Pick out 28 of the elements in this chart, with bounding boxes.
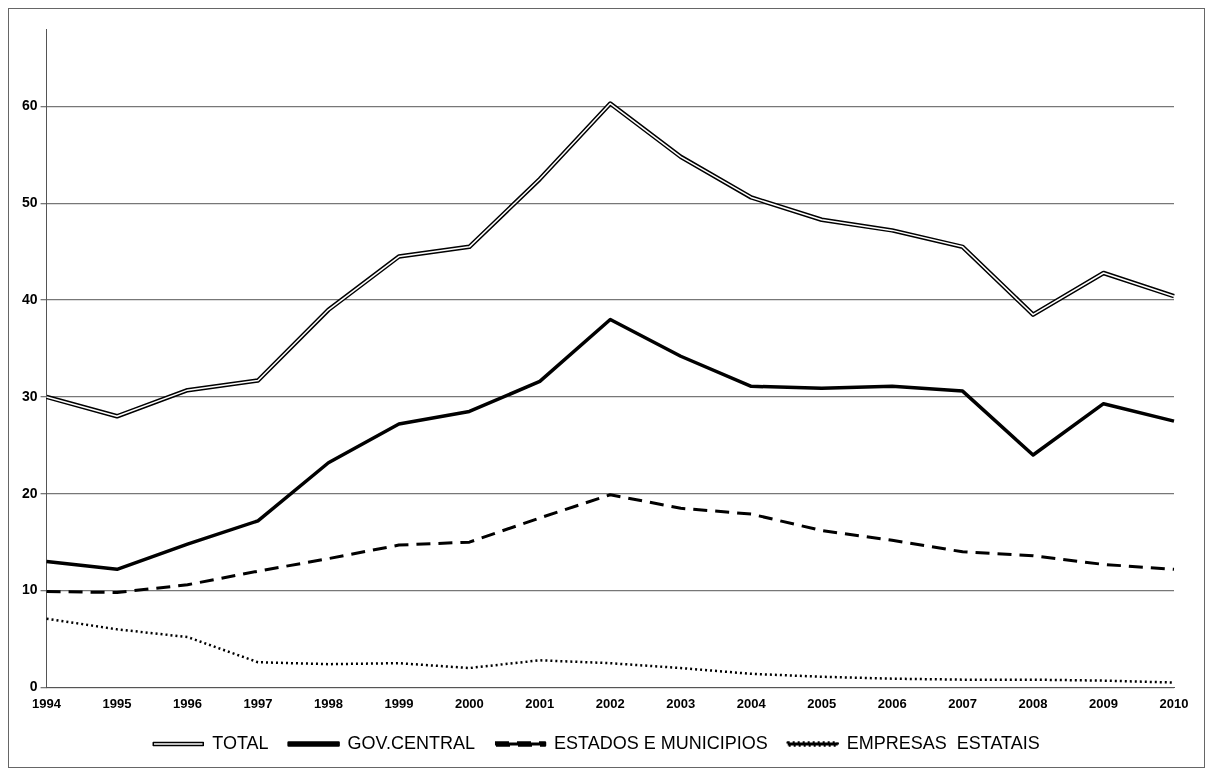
x-tick-label: 2000 [454, 695, 484, 711]
x-tick-label: 1996 [173, 695, 202, 711]
legend-label: GOV.CENTRAL [347, 732, 475, 753]
y-tick-label: 20 [21, 484, 38, 501]
x-tick-label: 2008 [1018, 695, 1048, 711]
y-tick-label: 30 [21, 387, 38, 404]
x-tick-label: 1995 [102, 695, 132, 711]
y-tick-label: 60 [21, 97, 38, 114]
legend-label: ESTADOS E MUNICIPIOS [553, 732, 768, 753]
legend-label: TOTAL [212, 732, 269, 753]
x-tick-label: 1998 [313, 695, 343, 711]
x-tick-label: 2006 [877, 695, 907, 711]
x-tick-label: 1997 [243, 695, 273, 711]
x-tick-label: 2007 [948, 695, 978, 711]
x-tick-label: 1999 [384, 695, 414, 711]
y-tick-label: 40 [21, 290, 38, 307]
x-tick-label: 2010 [1159, 695, 1189, 711]
x-tick-label: 2003 [666, 695, 696, 711]
y-tick-label: 0 [29, 678, 38, 695]
x-tick-label: 2004 [736, 695, 767, 711]
x-tick-label: 2005 [807, 695, 837, 711]
x-tick-label: 2009 [1089, 695, 1118, 711]
y-tick-label: 10 [21, 581, 38, 598]
x-tick-label: 2002 [595, 695, 625, 711]
x-tick-label: 1994 [32, 695, 62, 711]
legend-label: EMPRESAS ESTATAIS [846, 732, 1040, 753]
x-tick-label: 2001 [525, 695, 555, 711]
y-tick-label: 50 [21, 194, 38, 211]
